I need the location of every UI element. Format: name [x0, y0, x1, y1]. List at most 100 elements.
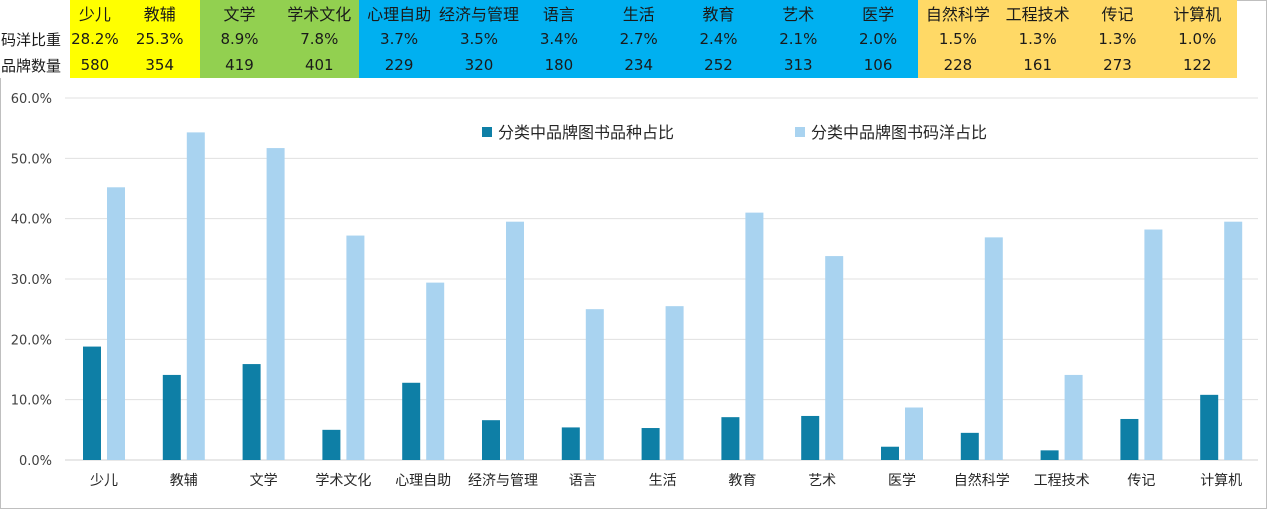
header-cell-category: 生活 — [598, 0, 679, 26]
x-tick-label: 艺术 — [808, 473, 836, 489]
header-cell-category: 教育 — [678, 0, 759, 26]
header-cell-brands: 106 — [838, 52, 918, 78]
bar-variety — [641, 428, 660, 460]
y-tick-label: 50.0% — [11, 152, 52, 167]
x-tick-label: 自然科学 — [954, 472, 1010, 489]
header-cell-share: 25.3% — [119, 26, 200, 52]
header-cell-share: 2.0% — [838, 26, 918, 52]
header-cell-category: 语言 — [519, 0, 599, 26]
x-tick-label: 医学 — [888, 473, 916, 489]
x-tick-label: 教育 — [728, 473, 756, 489]
header-cell-category: 艺术 — [758, 0, 839, 26]
header-cell-brands: 273 — [1077, 52, 1158, 78]
x-tick-label: 语言 — [569, 473, 597, 489]
bar-variety — [721, 417, 740, 460]
header-cell-brands: 229 — [359, 52, 439, 78]
header-cell-share: 28.2% — [70, 26, 120, 52]
header-cell-brands: 320 — [438, 52, 519, 78]
bar-value — [1064, 374, 1083, 460]
header-cell-category: 心理自助 — [359, 0, 439, 26]
header-cell-brands: 180 — [519, 52, 599, 78]
header-cell-category: 学术文化 — [279, 0, 360, 26]
bar-value — [266, 148, 285, 460]
bar-variety — [162, 374, 181, 460]
header-cell-brands: 419 — [199, 52, 280, 78]
bar-value — [1144, 229, 1163, 460]
header-cell-brands: 228 — [917, 52, 998, 78]
header-cell-share: 3.4% — [519, 26, 599, 52]
x-tick-label: 心理自助 — [395, 473, 451, 489]
legend-swatch — [795, 127, 805, 137]
bar-value — [506, 221, 524, 460]
header-cell-share: 2.1% — [758, 26, 839, 52]
header-cell-share: 2.4% — [678, 26, 759, 52]
bar-value — [745, 212, 764, 460]
header-cell-category: 工程技术 — [997, 0, 1078, 26]
header-share-row: 码洋比重 28.2% 25.3% 8.9% 7.8% 3.7% 3.5% 3.4% 2.7% 2.… — [0, 26, 1238, 52]
header-cell-brands: 401 — [279, 52, 360, 78]
bar-value — [186, 132, 205, 460]
x-tick-label: 计算机 — [1200, 473, 1242, 489]
bar-variety — [960, 432, 979, 460]
bar-value — [665, 306, 684, 460]
header-cell-category: 少儿 — [70, 0, 120, 26]
bar-variety — [801, 415, 820, 460]
bar-value — [905, 407, 923, 460]
header-cell-category: 计算机 — [1157, 0, 1238, 26]
x-tick-label: 学术文化 — [315, 473, 371, 489]
header-brands-row: 品牌数量 580 354 419 401 229 320 180 234 252 313 106 228… — [0, 52, 1238, 78]
header-category-row: 少儿 教辅 文学 学术文化 心理自助 经济与管理 语言 生活 教育 艺术 医学 自然科学 工程技术 传记计… — [0, 0, 1238, 26]
row-label: 品牌数量 — [0, 52, 70, 78]
header-cell-category: 经济与管理 — [438, 0, 519, 26]
header-cell-brands: 580 — [70, 52, 120, 78]
x-tick-label: 传记 — [1127, 473, 1155, 489]
x-tick-label: 生活 — [649, 473, 677, 489]
bar-value — [346, 235, 365, 460]
header-cell-brands: 161 — [997, 52, 1078, 78]
header-cell-brands: 252 — [678, 52, 759, 78]
bar-variety — [83, 346, 101, 460]
y-tick-label: 30.0% — [11, 273, 52, 288]
header-cell-brands: 313 — [758, 52, 839, 78]
header-cell-share: 3.7% — [359, 26, 439, 52]
row-label — [0, 0, 70, 26]
header-cell-category: 自然科学 — [917, 0, 998, 26]
bar-value — [984, 237, 1003, 460]
summary-table: 少儿 教辅 文学 学术文化 心理自助 经济与管理 语言 生活 教育 艺术 医学 自然科学 工程技术 传记计… — [0, 0, 1238, 78]
bar-value — [426, 282, 445, 460]
bar-variety — [881, 446, 899, 460]
bar-variety — [561, 427, 580, 460]
y-tick-label: 20.0% — [11, 333, 52, 348]
bar-variety — [1120, 418, 1139, 460]
header-cell-share: 7.8% — [279, 26, 360, 52]
bar-value — [107, 187, 125, 460]
legend-label: 分类中品牌图书品种占比 — [498, 123, 674, 142]
header-cell-brands: 354 — [119, 52, 200, 78]
bar-variety — [402, 382, 421, 460]
bar-value — [1224, 221, 1243, 460]
y-tick-label: 10.0% — [11, 394, 52, 409]
bar-value — [585, 309, 604, 460]
bar-variety — [242, 364, 261, 460]
x-tick-label: 工程技术 — [1034, 473, 1090, 489]
bar-variety — [1200, 394, 1219, 460]
bar-variety — [322, 429, 341, 460]
header-cell-brands: 122 — [1157, 52, 1238, 78]
header-cell-category: 文学 — [199, 0, 280, 26]
bar-value — [825, 256, 844, 460]
y-tick-label: 0.0% — [19, 454, 52, 469]
x-tick-label: 文学 — [250, 473, 278, 489]
header-cell-share: 1.5% — [917, 26, 998, 52]
header-cell-category: 医学 — [838, 0, 918, 26]
legend-swatch — [482, 127, 492, 137]
header-cell-share: 1.0% — [1157, 26, 1238, 52]
bar-variety — [1040, 450, 1059, 460]
x-tick-label: 少儿 — [90, 473, 118, 489]
x-tick-label: 教辅 — [170, 473, 198, 489]
header-cell-category: 传记 — [1077, 0, 1158, 26]
header-cell-share: 1.3% — [997, 26, 1078, 52]
y-tick-label: 40.0% — [11, 213, 52, 228]
header-cell-share: 3.5% — [438, 26, 519, 52]
header-cell-share: 1.3% — [1077, 26, 1158, 52]
